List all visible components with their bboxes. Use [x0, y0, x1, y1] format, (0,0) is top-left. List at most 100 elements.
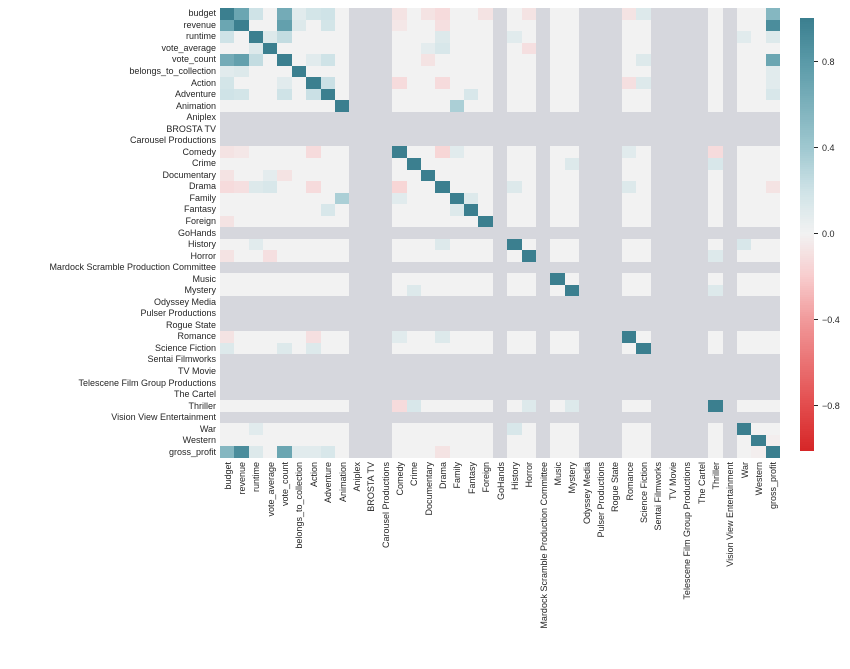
- heatmap-cell: [522, 331, 537, 343]
- heatmap-cell: [708, 123, 723, 135]
- colorbar-tick: −0.8: [814, 401, 840, 411]
- heatmap-cell: [636, 193, 651, 205]
- heatmap-cell: [450, 273, 465, 285]
- heatmap-cell: [708, 135, 723, 147]
- heatmap-cell: [263, 181, 278, 193]
- heatmap-cell: [493, 273, 508, 285]
- heatmap-cell: [277, 400, 292, 412]
- heatmap-cell: [536, 31, 551, 43]
- heatmap-cell: [593, 331, 608, 343]
- heatmap-cell: [306, 193, 321, 205]
- heatmap-cell: [608, 412, 623, 424]
- heatmap-cell: [636, 423, 651, 435]
- heatmap-cell: [421, 412, 436, 424]
- heatmap-cell: [622, 112, 637, 124]
- heatmap-cell: [277, 446, 292, 458]
- heatmap-cell: [421, 89, 436, 101]
- heatmap-cell: [493, 77, 508, 89]
- heatmap-cell: [435, 66, 450, 78]
- heatmap-cell: [507, 181, 522, 193]
- row-label: Pulser Productions: [140, 308, 216, 318]
- heatmap-cell: [694, 158, 709, 170]
- heatmap-cell: [665, 112, 680, 124]
- heatmap-cell: [321, 250, 336, 262]
- heatmap-cell: [435, 54, 450, 66]
- heatmap-cell: [766, 354, 781, 366]
- heatmap-cell: [536, 89, 551, 101]
- heatmap-cell: [766, 123, 781, 135]
- heatmap-cell: [593, 216, 608, 228]
- heatmap-cell: [407, 216, 422, 228]
- heatmap-cell: [694, 170, 709, 182]
- heatmap-cell: [522, 216, 537, 228]
- heatmap-cell: [651, 123, 666, 135]
- heatmap-cell: [694, 412, 709, 424]
- heatmap-cell: [636, 296, 651, 308]
- heatmap-cell: [708, 112, 723, 124]
- col-label: Comedy: [395, 462, 405, 496]
- heatmap-cell: [622, 20, 637, 32]
- heatmap-cell: [766, 412, 781, 424]
- heatmap-cell: [435, 343, 450, 355]
- heatmap-cell: [234, 43, 249, 55]
- heatmap-cell: [766, 43, 781, 55]
- heatmap-cell: [679, 262, 694, 274]
- heatmap-cell: [435, 320, 450, 332]
- heatmap-cell: [694, 181, 709, 193]
- heatmap-cell: [608, 400, 623, 412]
- heatmap-cell: [220, 377, 235, 389]
- heatmap-cell: [766, 296, 781, 308]
- heatmap-cell: [450, 193, 465, 205]
- heatmap-cell: [679, 112, 694, 124]
- heatmap-cell: [694, 89, 709, 101]
- heatmap-cell: [234, 343, 249, 355]
- heatmap-cell: [421, 112, 436, 124]
- heatmap-cell: [464, 20, 479, 32]
- heatmap-cell: [565, 227, 580, 239]
- heatmap-cell: [536, 435, 551, 447]
- heatmap-cell: [378, 31, 393, 43]
- heatmap-cell: [550, 389, 565, 401]
- heatmap-cell: [478, 181, 493, 193]
- heatmap-cell: [335, 446, 350, 458]
- heatmap-cell: [450, 54, 465, 66]
- row-label: Adventure: [175, 89, 216, 99]
- heatmap-cell: [536, 446, 551, 458]
- heatmap-cell: [292, 446, 307, 458]
- heatmap-cell: [593, 343, 608, 355]
- heatmap-cell: [292, 146, 307, 158]
- heatmap-cell: [593, 204, 608, 216]
- heatmap-cell: [608, 262, 623, 274]
- heatmap-cell: [636, 8, 651, 20]
- col-label: Family: [452, 462, 462, 489]
- heatmap-cell: [277, 181, 292, 193]
- heatmap-cell: [364, 377, 379, 389]
- heatmap-cell: [550, 181, 565, 193]
- heatmap-cell: [249, 412, 264, 424]
- heatmap-cell: [378, 204, 393, 216]
- heatmap-cell: [507, 273, 522, 285]
- heatmap-cell: [679, 193, 694, 205]
- heatmap-cell: [249, 112, 264, 124]
- heatmap-cell: [579, 146, 594, 158]
- heatmap-cell: [522, 354, 537, 366]
- heatmap-cell: [565, 435, 580, 447]
- heatmap-cell: [349, 354, 364, 366]
- heatmap-cell: [751, 435, 766, 447]
- heatmap-cell: [651, 239, 666, 251]
- heatmap-cell: [220, 446, 235, 458]
- heatmap-cell: [593, 366, 608, 378]
- heatmap-cell: [665, 320, 680, 332]
- heatmap-cell: [694, 77, 709, 89]
- heatmap-cell: [392, 296, 407, 308]
- heatmap-cell: [378, 135, 393, 147]
- heatmap-cell: [737, 446, 752, 458]
- heatmap-cell: [321, 20, 336, 32]
- heatmap-cell: [536, 262, 551, 274]
- heatmap-cell: [306, 66, 321, 78]
- heatmap-cell: [220, 123, 235, 135]
- heatmap-cell: [507, 354, 522, 366]
- heatmap-cell: [321, 343, 336, 355]
- heatmap-cell: [665, 412, 680, 424]
- heatmap-cell: [306, 204, 321, 216]
